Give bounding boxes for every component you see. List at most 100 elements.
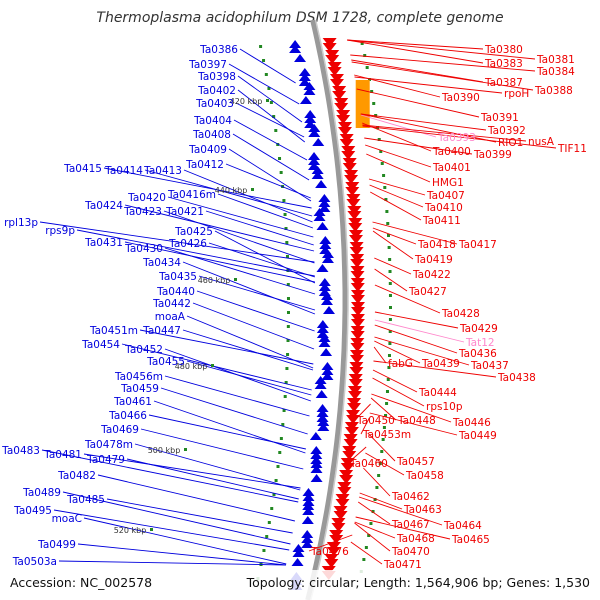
gc-tick (388, 258, 392, 261)
gc-tick (276, 143, 280, 146)
reverse-gene-label: Ta0460 (349, 458, 388, 470)
forward-gene-arrow (311, 171, 324, 179)
label-leaders (39, 39, 557, 566)
reverse-gene-arrow (342, 158, 357, 167)
gc-tick (388, 270, 392, 273)
reverse-gene-arrow (335, 499, 350, 508)
reverse-gene-label: Ta0457 (396, 456, 435, 468)
reverse-gene-label: Ta0400 (432, 146, 471, 158)
forward-gene-label: Ta0454 (81, 339, 120, 351)
forward-label-leader (58, 560, 287, 566)
forward-gene-label: Ta0412 (185, 159, 224, 171)
reverse-gene-label: RIO1 (498, 137, 523, 149)
forward-gene-label: Ta0424 (84, 200, 123, 212)
forward-gene-label: Ta0425 (174, 226, 213, 238)
reverse-gene-arrow (329, 535, 344, 544)
forward-label-leader (233, 119, 308, 161)
gc-tick (283, 395, 287, 398)
forward-gene-arrow (320, 297, 333, 305)
forward-label-leader (198, 275, 316, 311)
genome-backbone (305, 19, 349, 600)
reverse-label-leader (374, 340, 421, 364)
forward-gene-label: Ta0435 (158, 271, 197, 283)
forward-label-leader (134, 443, 301, 491)
forward-gene-label: Ta0459 (120, 383, 159, 395)
gc-tick (286, 283, 290, 286)
reverse-label-leader (372, 221, 458, 245)
forward-gene-label: Ta0456m (114, 371, 163, 383)
reverse-gene-arrow (347, 211, 362, 220)
forward-gene-arrow (313, 208, 326, 216)
forward-gene-label: Ta0409 (188, 144, 227, 156)
forward-gene-arrow (289, 40, 302, 48)
forward-gene-arrow (316, 325, 329, 333)
forward-gene-label: Ta0469 (100, 424, 139, 436)
forward-gene-arrow (312, 138, 325, 146)
forward-label-leader (192, 302, 315, 350)
reverse-label-leader (371, 393, 452, 423)
gc-tick (259, 45, 263, 48)
reverse-gene-arrow (322, 38, 337, 47)
reverse-gene-arrow (346, 194, 361, 203)
reverse-gene-label: Ta0401 (432, 162, 471, 174)
reverse-gene-label: Ta0417 (458, 239, 497, 251)
forward-gene-arrow (303, 87, 316, 95)
forward-gene-arrow (318, 283, 331, 291)
reverse-gene-arrow (349, 367, 364, 376)
reverse-gene-arrow (329, 530, 344, 539)
gc-tick (267, 87, 271, 90)
gc-tick (285, 255, 289, 258)
forward-label-leader (160, 387, 308, 435)
forward-gene-label: Ta0503a (12, 556, 57, 568)
scale-tick (184, 448, 187, 451)
reverse-gene-arrow (350, 295, 365, 304)
forward-label-leader (237, 75, 303, 123)
scale-tick (251, 188, 254, 191)
gc-tick (385, 210, 389, 213)
reverse-gene-label: Ta0470 (391, 546, 430, 558)
reverse-gene-label: Ta0471 (383, 559, 422, 571)
reverse-gene-arrow (344, 427, 359, 436)
gc-tick (381, 438, 385, 441)
forward-gene-arrow (303, 82, 316, 90)
forward-gene-arrow (314, 381, 327, 389)
reverse-label-leader (347, 39, 484, 64)
forward-gene-arrow (302, 502, 315, 510)
reverse-gene-arrow (350, 266, 365, 275)
gc-tick (262, 549, 266, 552)
reverse-gene-label: rps10p (426, 401, 463, 413)
reverse-gene-label: fabG (388, 358, 413, 370)
forward-label-leader (103, 167, 312, 209)
forward-gene-arrow (319, 241, 332, 249)
gc-tick (388, 318, 392, 321)
reverse-gene-arrow (339, 470, 354, 479)
gc-tick (367, 78, 371, 81)
forward-label-leader (83, 453, 301, 489)
reverse-gene-arrow (336, 115, 351, 124)
forward-label-leader (164, 247, 316, 295)
reverse-gene-arrow (324, 554, 339, 563)
reverse-gene-label: Ta0449 (458, 430, 497, 442)
reverse-gene-arrow (339, 475, 354, 484)
reverse-gene-arrow (336, 110, 351, 119)
forward-gene-arrow (304, 110, 317, 118)
forward-gene-arrow (310, 465, 323, 473)
reverse-gene-arrow (339, 139, 354, 148)
forward-gene-arrow (298, 78, 311, 86)
reverse-gene-label: Ta0437 (470, 360, 509, 372)
reverse-gene-arrow (348, 223, 363, 232)
gc-tick (278, 451, 282, 454)
reverse-label-leader (358, 496, 443, 526)
reverse-label-leader (374, 268, 408, 292)
gene-features (256, 38, 392, 590)
reverse-gene-arrow (344, 170, 359, 179)
forward-label-leader (121, 343, 312, 391)
forward-gene-arrow (301, 540, 314, 548)
forward-gene-arrow (308, 157, 321, 165)
gc-tick (286, 325, 290, 328)
reverse-gene-label: Ta0419 (414, 254, 453, 266)
reverse-label-leader (374, 311, 459, 329)
forward-gene-label: Ta0482 (57, 470, 96, 482)
forward-gene-arrow (309, 432, 322, 440)
